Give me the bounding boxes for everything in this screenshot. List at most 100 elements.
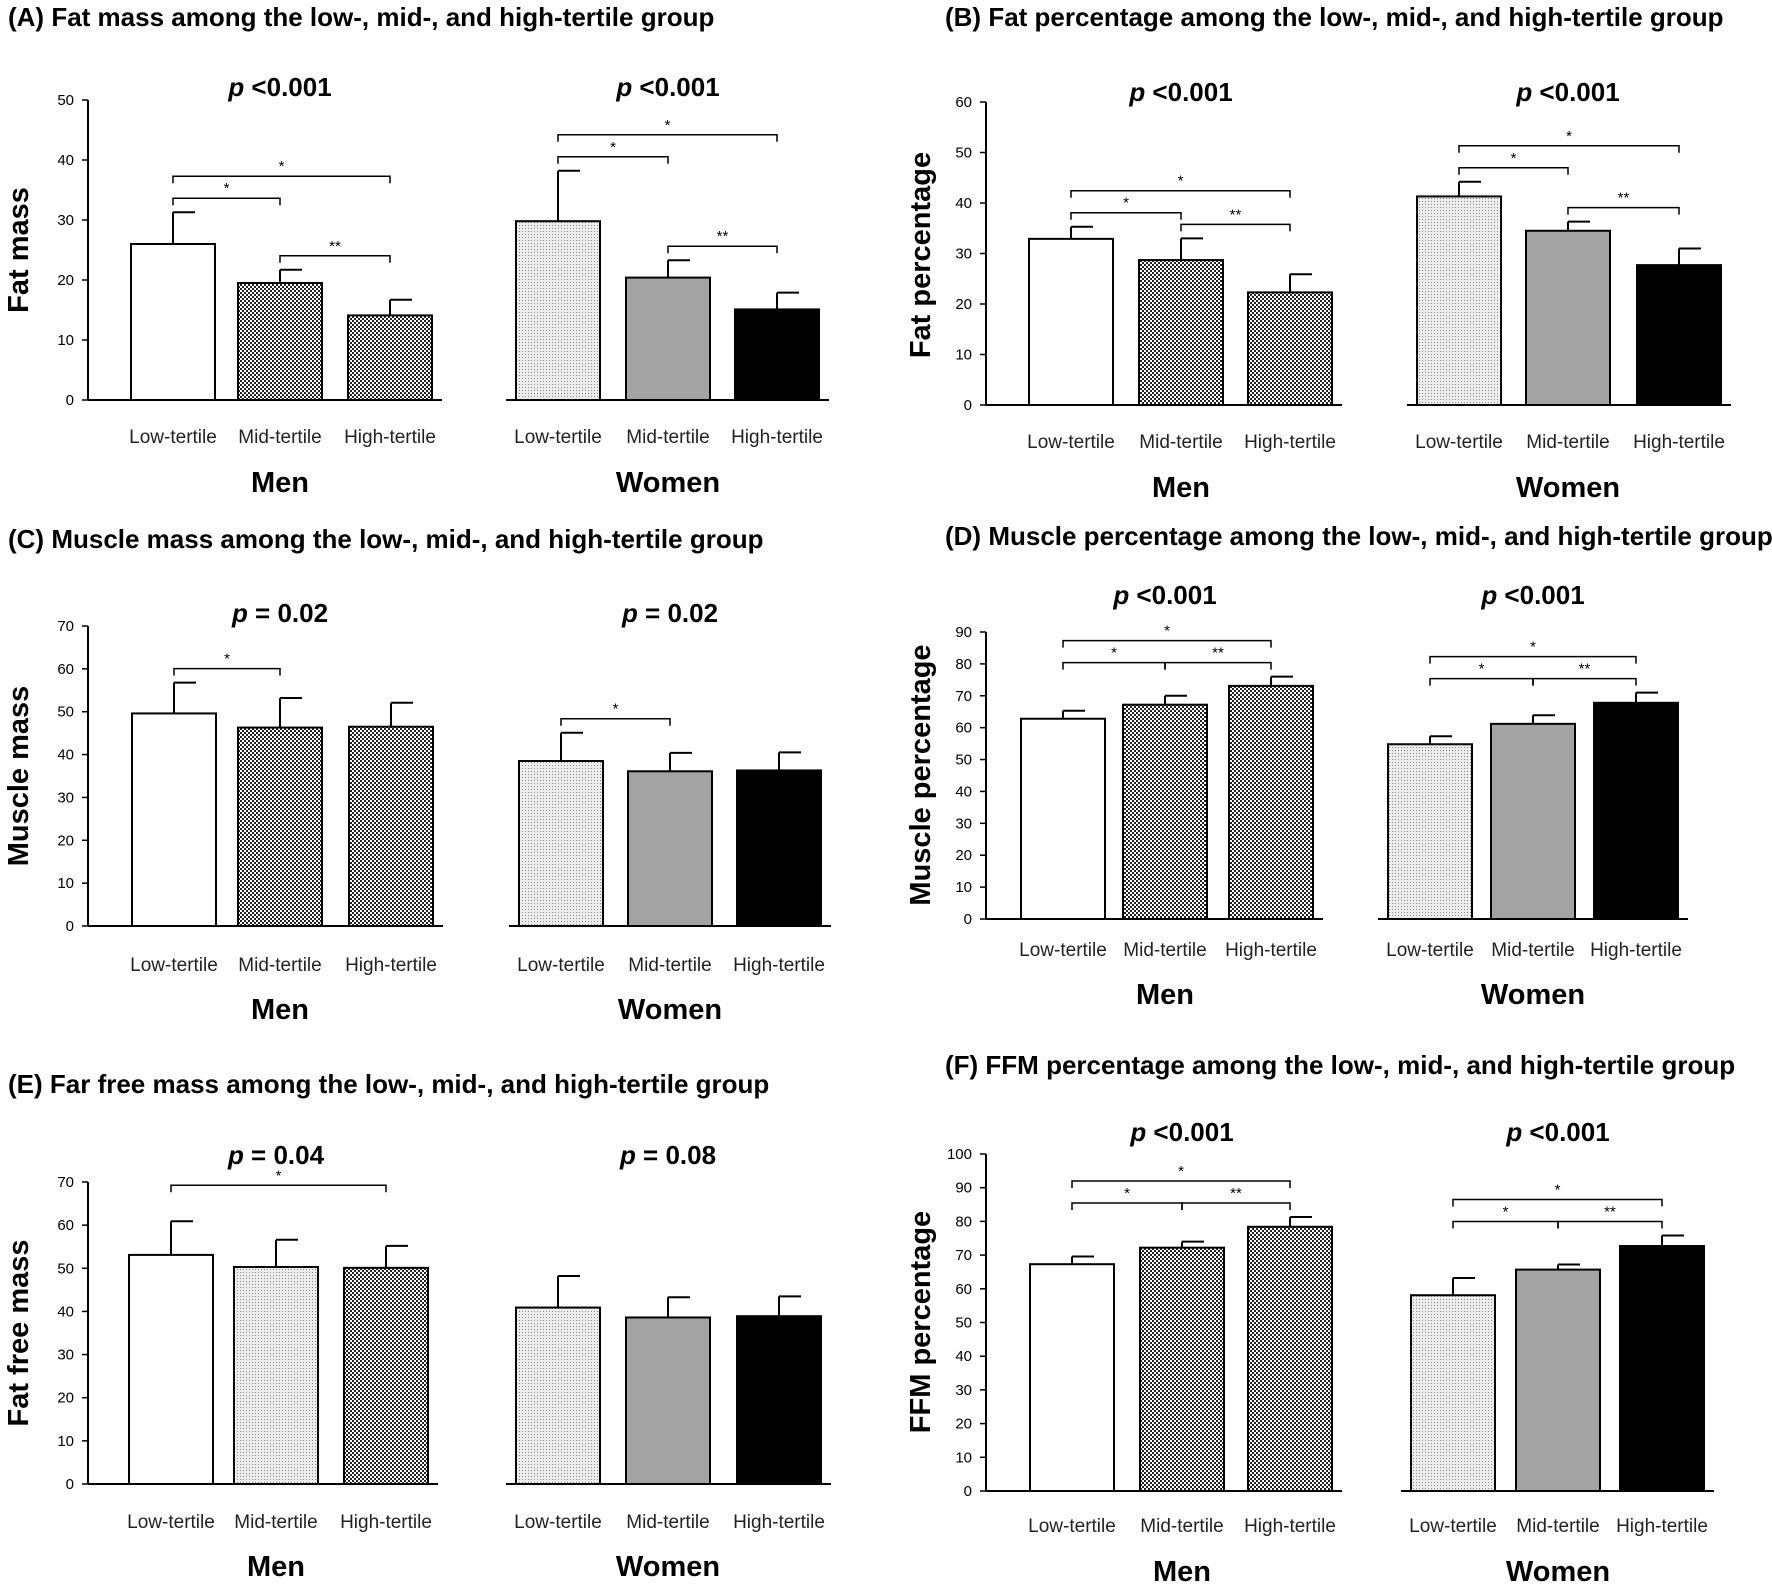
p-symbol: p [227,1140,244,1170]
significance-marker: * [1555,1182,1561,1199]
y-tick-label: 10 [955,879,972,896]
y-tick-label: 60 [955,94,972,111]
significance-bracket [1164,661,1272,670]
bar [736,769,822,928]
x-category-label: Mid-tertile [1526,432,1609,453]
y-tick-label: 0 [964,397,972,414]
significance-marker: * [610,139,616,156]
bar [518,760,604,927]
significance-marker: * [276,1167,282,1184]
significance-marker: ** [329,238,341,255]
y-tick-label: 70 [57,1174,74,1191]
y-tick-label: 80 [955,1213,972,1230]
p-symbol: p [1515,77,1532,107]
y-tick-label: 90 [955,624,972,641]
group-label: Men [1153,1556,1211,1584]
y-tick-label: 0 [964,911,972,928]
significance-bracket [1452,1220,1559,1229]
bar [1122,703,1208,920]
significance-bracket [560,717,671,726]
x-category-label: Mid-tertile [1139,432,1222,453]
group-label: Women [616,467,720,499]
panel-c: (C) Muscle mass among the low-, mid-, an… [3,524,831,1026]
significance-marker: * [224,651,230,668]
y-tick-label: 40 [57,747,74,764]
p-value-label: p <0.001 [1129,1117,1233,1147]
y-tick-label: 0 [66,918,74,935]
panel-e: (E) Far free mass among the low-, mid-, … [3,1069,831,1583]
bar [625,1316,711,1486]
bar [1490,722,1576,921]
group-label: Men [251,994,309,1026]
significance-bracket [1062,661,1166,670]
p-value: = 0.02 [638,598,718,628]
p-symbol: p [619,1140,636,1170]
x-category-label: High-tertile [731,427,823,448]
x-category-label: Low-tertile [130,955,218,976]
bar [1138,259,1224,406]
bar [237,282,323,401]
bar [1619,1245,1705,1492]
y-tick-label: 30 [955,1382,972,1399]
significance-bracket [1557,1220,1663,1229]
x-category-label: Low-tertile [1019,940,1107,961]
y-tick-label: 60 [57,661,74,678]
x-category-label: High-tertile [1244,432,1336,453]
x-category-label: Mid-tertile [234,1512,317,1533]
significance-marker: * [1479,661,1485,678]
bar [515,220,601,401]
p-value: <0.001 [1146,1117,1233,1147]
p-value: = 0.02 [248,598,328,628]
significance-marker: ** [1579,661,1591,678]
group-label: Men [251,467,309,499]
y-tick-label: 50 [955,752,972,769]
significance-bracket [1532,677,1637,686]
x-category-label: High-tertile [1616,1516,1708,1537]
significance-marker: ** [1604,1204,1616,1221]
p-value: <0.001 [632,72,719,102]
significance-marker: * [1123,195,1129,212]
x-category-label: High-tertile [345,955,437,976]
significance-bracket [1071,1180,1291,1189]
significance-bracket [667,245,778,254]
x-category-label: Low-tertile [514,427,602,448]
y-tick-label: 40 [955,195,972,212]
p-value-label: p <0.001 [1480,580,1584,610]
x-category-label: High-tertile [1244,1516,1336,1537]
y-tick-label: 10 [57,1433,74,1450]
group-label: Women [616,1551,720,1583]
significance-marker: * [1566,128,1572,145]
p-symbol: p [1505,1117,1522,1147]
significance-marker: ** [1230,1185,1242,1202]
bar [1020,717,1106,921]
significance-bracket [557,134,778,142]
y-tick-label: 60 [57,1217,74,1234]
bar [1525,229,1611,406]
significance-marker: * [1530,639,1536,656]
y-tick-label: 30 [57,212,74,229]
significance-bracket [1181,1202,1291,1211]
panel-title: (B) Fat percentage among the low-, mid-,… [945,2,1724,32]
x-category-label: Mid-tertile [1123,940,1206,961]
y-tick-label: 70 [955,688,972,705]
x-category-label: Low-tertile [514,1512,602,1533]
p-value: <0.001 [1522,1117,1609,1147]
y-tick-label: 20 [57,1390,74,1407]
significance-marker: * [279,158,285,175]
p-value-label: p <0.001 [1515,77,1619,107]
x-category-label: High-tertile [344,427,436,448]
x-category-label: Low-tertile [1028,1516,1116,1537]
p-symbol: p [1112,580,1129,610]
bar [1247,1225,1333,1492]
bar [233,1265,319,1486]
significance-bracket [173,667,281,676]
panel-title: (C) Muscle mass among the low-, mid-, an… [8,524,764,554]
significance-bracket [1070,189,1291,198]
y-tick-label: 10 [955,347,972,364]
y-tick-label: 60 [955,1281,972,1298]
bar [1228,684,1314,920]
bar [627,770,713,927]
significance-bracket [1567,206,1680,215]
significance-marker: * [1503,1204,1509,1221]
bar [1387,743,1473,921]
